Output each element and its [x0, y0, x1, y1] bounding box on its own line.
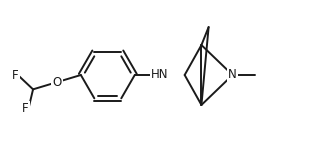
Text: F: F: [22, 102, 29, 115]
Text: HN: HN: [151, 69, 168, 81]
Text: O: O: [52, 76, 62, 89]
Text: methyl: methyl: [258, 69, 299, 81]
Text: N: N: [228, 69, 237, 81]
Text: F: F: [12, 69, 19, 82]
